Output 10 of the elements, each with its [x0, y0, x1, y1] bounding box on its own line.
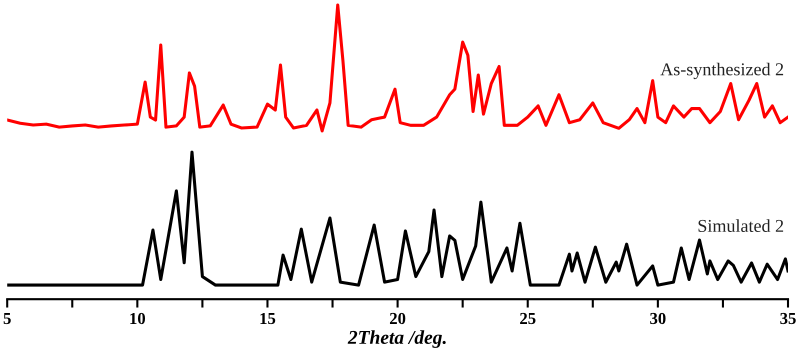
- x-tick-label: 10: [130, 312, 146, 324]
- x-tick-label: 20: [390, 312, 406, 324]
- x-tick-label: 5: [4, 313, 11, 324]
- series-label: As-synthesized 2: [660, 62, 784, 80]
- x-tick-label: 30: [650, 312, 666, 324]
- series-label: Simulated 2: [698, 219, 784, 232]
- x-axis-title: 2Theta /deg.: [348, 330, 446, 348]
- x-tick-label: 35: [780, 312, 796, 324]
- x-tick-label: 15: [260, 312, 276, 324]
- x-tick-label: 25: [520, 312, 536, 324]
